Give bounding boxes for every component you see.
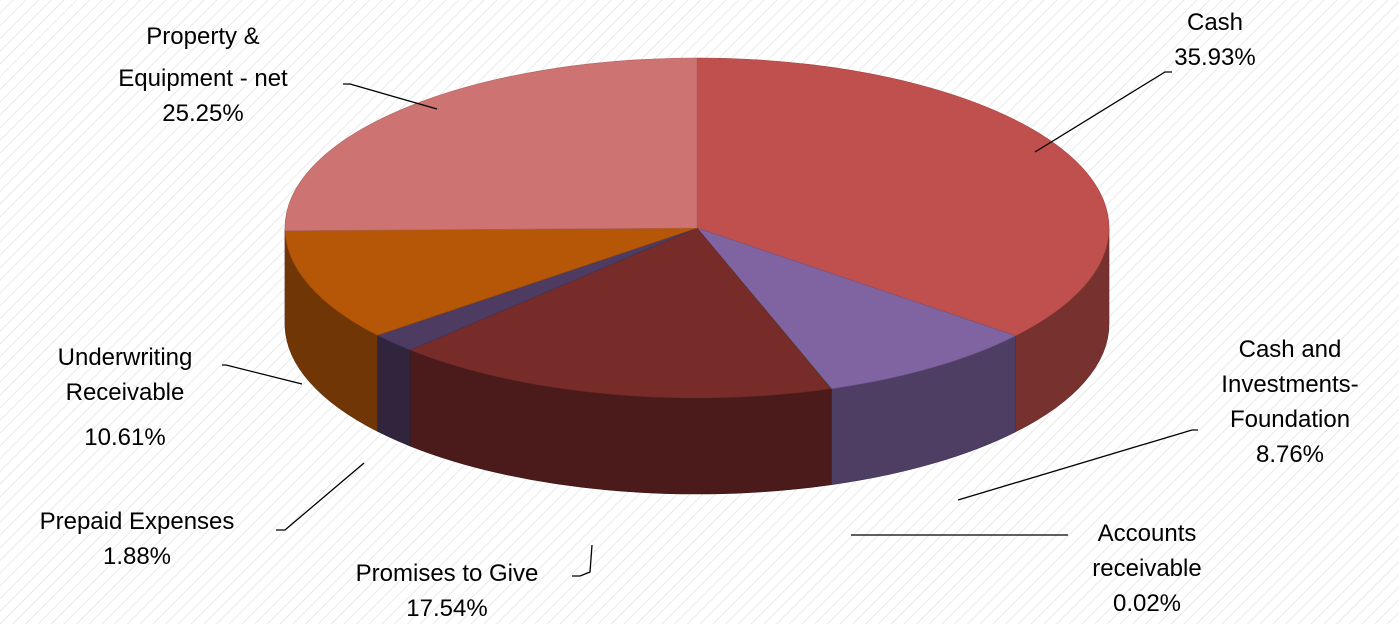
leader-line-cash [1034,71,1172,153]
data-label-prepaid-expenses: Prepaid Expenses 1.88% [40,508,235,570]
data-label-promises-to-give: Promises to Give 17.54% [356,560,539,622]
data-label-accounts-receivable: Accounts receivable 0.02% [1092,520,1201,617]
slice-promises-to-give [409,227,832,399]
slice-side-prepaid-expenses [377,334,411,447]
leader-line-underwriting-receivable [222,364,303,385]
slice-cash-and-investments-foundation [696,227,1017,389]
slice-property-equipment-net [284,57,698,231]
leader-line-cash-and-investments-foundation [957,429,1198,501]
data-label-cash: Cash 35.93% [1174,9,1255,71]
leader-line-property-equipment-net [343,83,438,110]
data-label-underwriting-receivable: Underwriting Receivable 10.61% [58,344,193,451]
leader-line-promises-to-give [572,544,593,577]
data-label-property-equipment-net: Property & Equipment - net 25.25% [118,23,288,127]
slice-underwriting-receivable [284,227,698,336]
data-label-cash-and-investments-foundation: Cash and Investments-Foundation 8.76% [1221,336,1358,468]
leader-line-prepaid-expenses [276,462,365,531]
slice-cash [696,57,1110,337]
